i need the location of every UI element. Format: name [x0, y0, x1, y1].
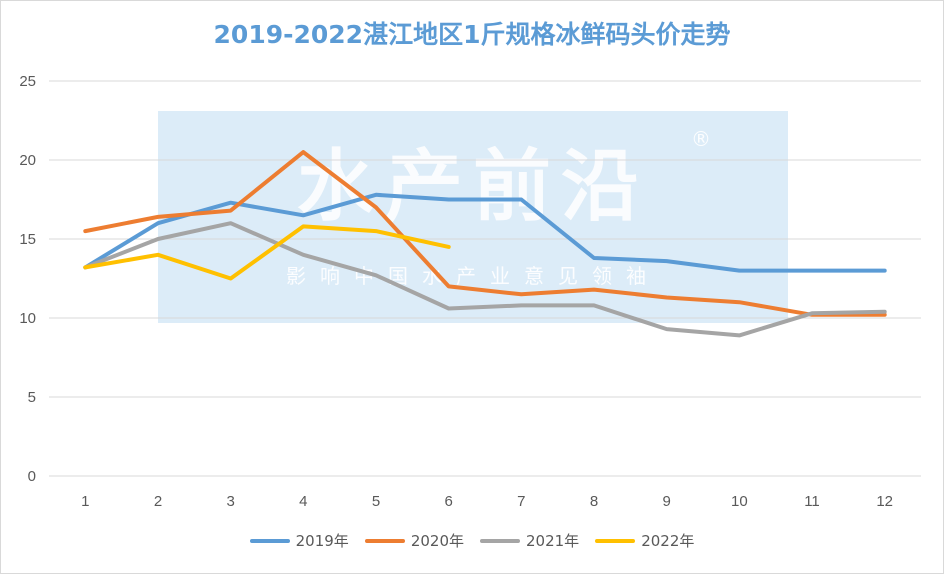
watermark-main-text: 水产前沿	[297, 142, 649, 232]
x-tick-label: 5	[372, 493, 380, 510]
series-line-2022年	[83, 224, 451, 281]
gridlines	[49, 80, 921, 477]
watermark-logo: 水产前沿®影响中国水产业意见领袖	[158, 111, 788, 323]
x-tick-label: 4	[299, 493, 307, 510]
y-tick-label: 10	[19, 310, 36, 327]
x-tick-label: 3	[226, 493, 234, 510]
x-tick-label: 1	[81, 493, 89, 510]
watermark-registered-mark: ®	[691, 127, 725, 151]
legend-label: 2019年	[295, 532, 349, 550]
y-tick-label: 20	[19, 152, 36, 169]
x-tick-label: 7	[517, 493, 525, 510]
legend-item: 2022年	[595, 530, 694, 551]
legend-item: 2020年	[364, 530, 464, 551]
legend-swatch	[364, 538, 405, 543]
y-tick-label: 5	[28, 389, 36, 406]
legend-item: 2021年	[480, 530, 579, 551]
x-tick-label: 10	[731, 493, 748, 510]
legend-label: 2022年	[641, 532, 695, 550]
y-axis-ticks: 0 5 10 15 20 25	[19, 73, 36, 485]
legend-swatch	[249, 538, 290, 543]
series-line-2019年	[83, 192, 887, 273]
chart-title: 2019-2022湛江地区1斤规格冰鲜码头价走势	[213, 20, 731, 49]
x-tick-label: 8	[590, 493, 598, 510]
legend: 2019年 2020年 2021年 2022年	[1, 530, 943, 551]
x-tick-label: 11	[804, 493, 820, 510]
series-lines	[83, 150, 887, 338]
legend-item: 2019年	[249, 530, 349, 551]
y-tick-label: 15	[19, 231, 36, 248]
legend-swatch	[595, 538, 636, 543]
series-line-2021年	[83, 221, 887, 338]
legend-label: 2021年	[526, 532, 580, 550]
y-tick-label: 25	[19, 73, 36, 90]
x-tick-label: 9	[662, 493, 670, 510]
x-tick-label: 12	[876, 493, 893, 510]
x-axis-ticks: 1 2 3 4 5 6 7 8 9 10 11 12	[81, 493, 893, 510]
legend-swatch	[480, 538, 520, 543]
series-line-2020年	[83, 150, 887, 317]
x-tick-label: 6	[444, 493, 452, 510]
legend-label: 2020年	[410, 532, 464, 550]
x-tick-label: 2	[154, 493, 162, 510]
y-tick-label: 0	[28, 468, 36, 485]
